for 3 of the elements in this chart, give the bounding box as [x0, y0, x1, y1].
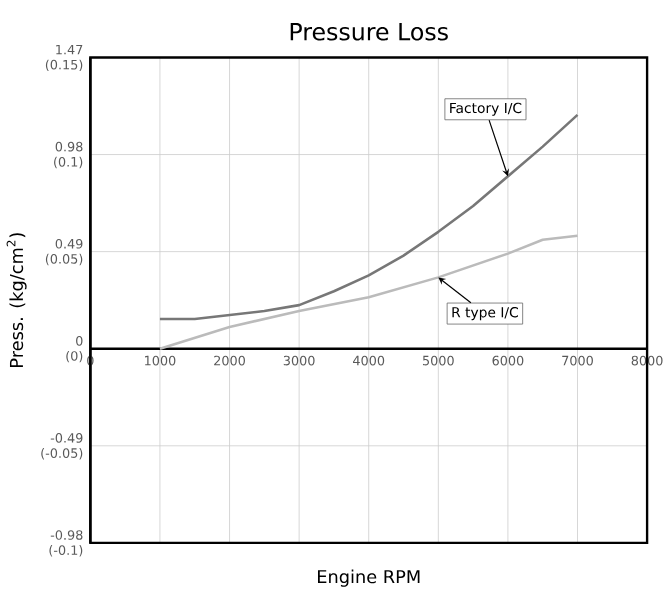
chart-title: Pressure Loss — [290, 22, 448, 41]
y2-axis-title: Press. (kg/cm$^{2}$) — [6, 233, 27, 367]
x-axis-title: Engine RPM — [318, 569, 420, 587]
